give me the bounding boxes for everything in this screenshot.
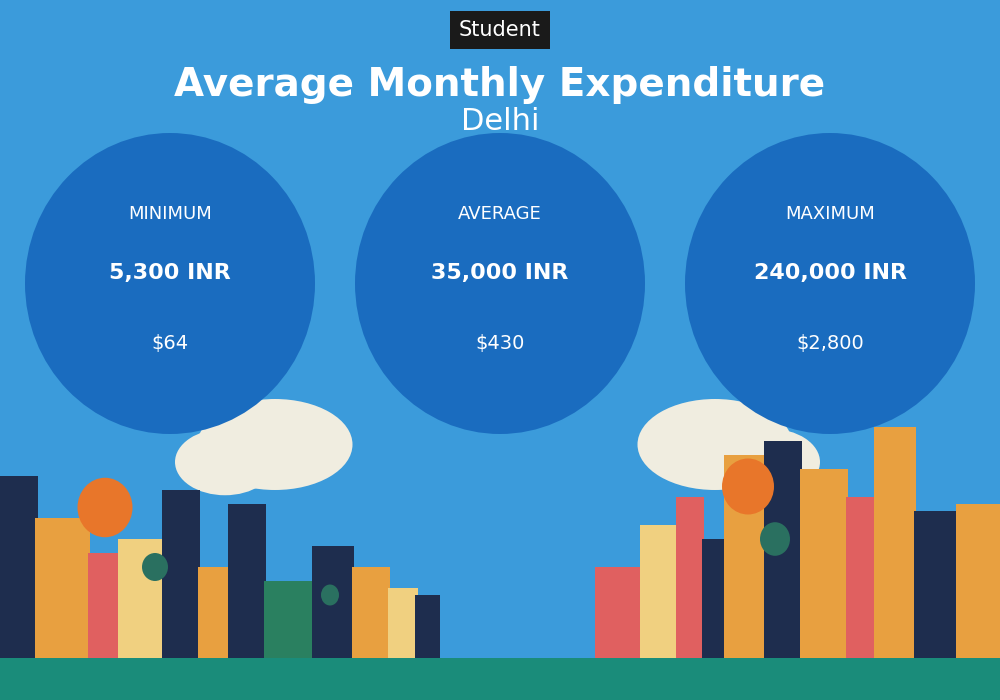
Ellipse shape [142,553,168,581]
Ellipse shape [638,399,792,490]
FancyBboxPatch shape [388,588,418,658]
Ellipse shape [25,133,315,434]
FancyBboxPatch shape [874,427,916,658]
FancyBboxPatch shape [0,476,38,658]
FancyBboxPatch shape [702,539,726,658]
FancyBboxPatch shape [228,504,266,658]
Text: MAXIMUM: MAXIMUM [785,204,875,223]
FancyBboxPatch shape [676,497,704,658]
Text: Student: Student [459,20,541,40]
FancyBboxPatch shape [312,546,354,658]
FancyBboxPatch shape [0,658,1000,700]
Ellipse shape [685,133,975,434]
Text: $2,800: $2,800 [796,333,864,353]
FancyBboxPatch shape [162,490,200,658]
Text: MINIMUM: MINIMUM [128,204,212,223]
FancyBboxPatch shape [415,595,440,658]
Ellipse shape [720,428,820,496]
FancyBboxPatch shape [352,567,390,658]
Text: AVERAGE: AVERAGE [458,204,542,223]
FancyBboxPatch shape [595,567,643,658]
Ellipse shape [355,133,645,434]
Ellipse shape [198,399,352,490]
Ellipse shape [321,584,339,606]
Ellipse shape [175,428,275,496]
Text: Delhi: Delhi [461,107,539,136]
Ellipse shape [722,458,774,514]
Text: $430: $430 [475,333,525,353]
FancyBboxPatch shape [724,455,766,658]
FancyBboxPatch shape [264,581,292,658]
Ellipse shape [760,522,790,556]
Ellipse shape [78,477,132,538]
FancyBboxPatch shape [290,581,314,658]
Text: 🇮🇳: 🇮🇳 [475,132,525,174]
FancyBboxPatch shape [35,518,90,658]
FancyBboxPatch shape [914,511,958,658]
FancyBboxPatch shape [800,469,848,658]
Text: $64: $64 [151,333,189,353]
FancyBboxPatch shape [640,525,678,658]
FancyBboxPatch shape [846,497,876,658]
Text: 240,000 INR: 240,000 INR [754,263,906,283]
FancyBboxPatch shape [956,504,1000,658]
Text: Average Monthly Expenditure: Average Monthly Expenditure [174,66,826,104]
FancyBboxPatch shape [88,553,120,658]
Text: 5,300 INR: 5,300 INR [109,263,231,283]
FancyBboxPatch shape [764,441,802,658]
Text: 35,000 INR: 35,000 INR [431,263,569,283]
FancyBboxPatch shape [118,539,166,658]
FancyBboxPatch shape [198,567,230,658]
